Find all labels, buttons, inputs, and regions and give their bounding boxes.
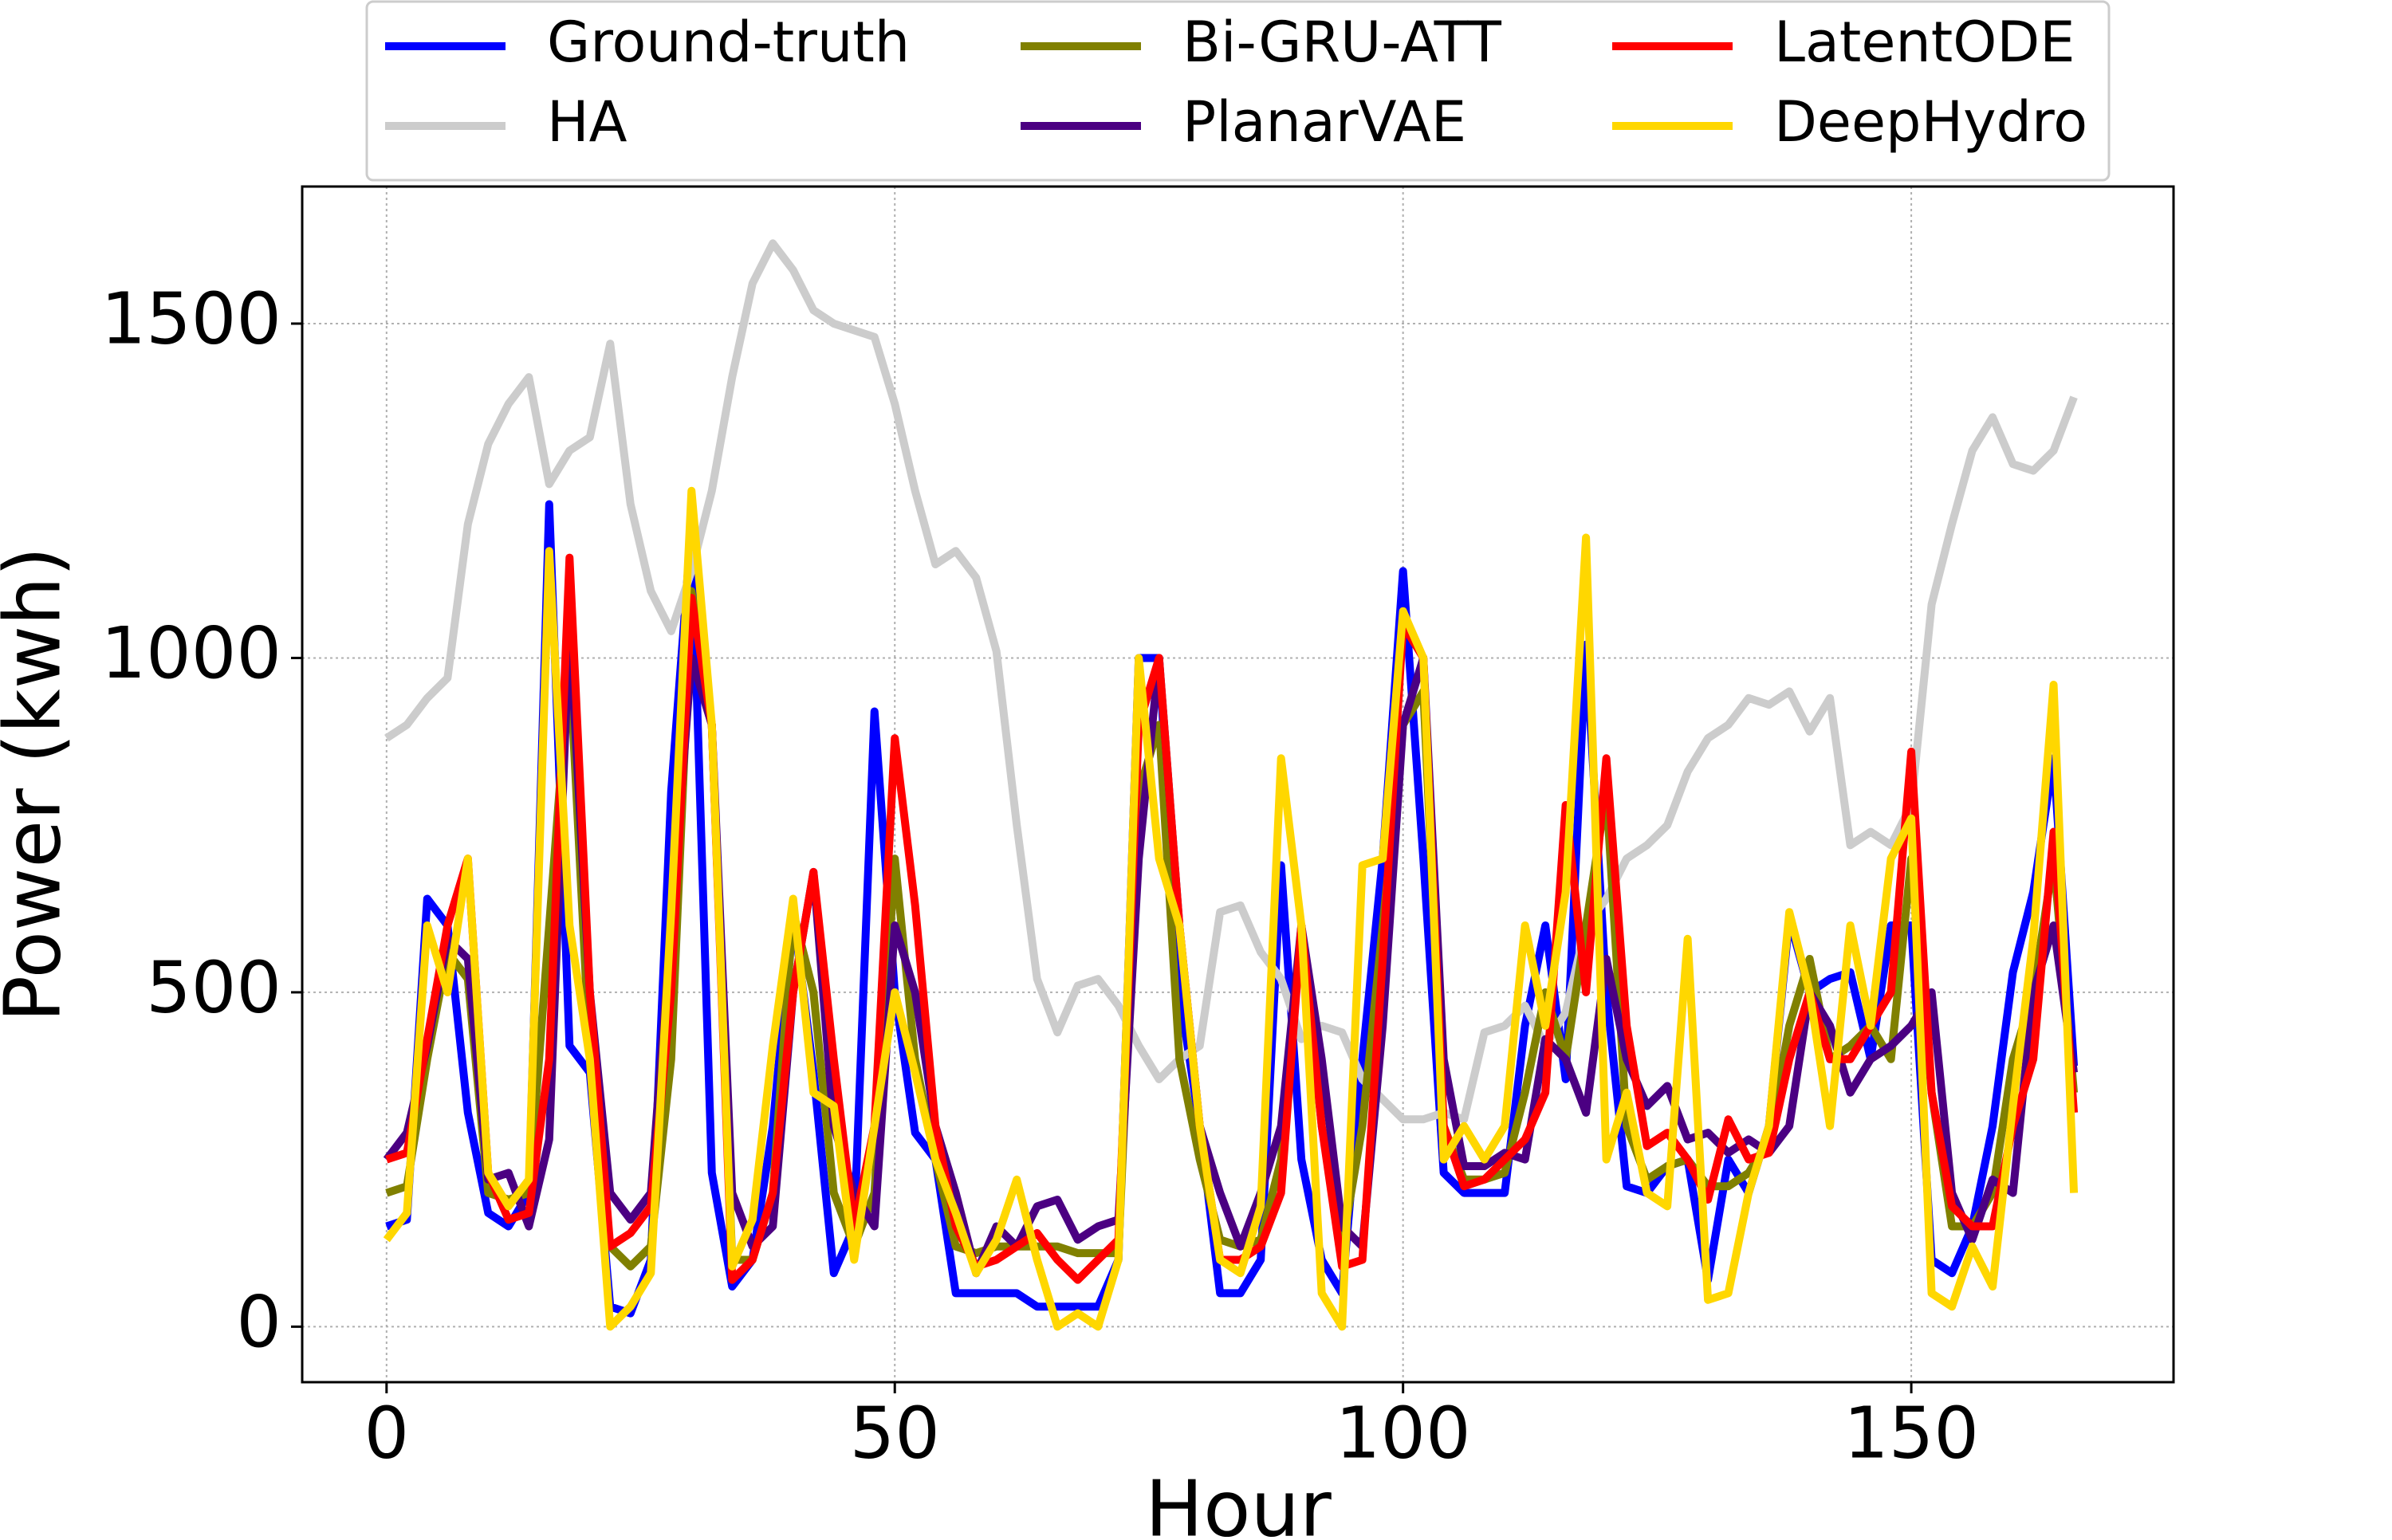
- x-tick-label: 0: [364, 1391, 410, 1474]
- series-line: [384, 239, 2078, 1124]
- legend-label: HA: [547, 89, 628, 155]
- legend-label: DeepHydro: [1774, 89, 2087, 155]
- series-line: [385, 553, 2079, 1284]
- plot-frame: [301, 185, 2175, 1384]
- y-tick-label: 1500: [101, 277, 282, 359]
- series-line: [383, 486, 2079, 1331]
- legend-label: PlanarVAE: [1182, 89, 1466, 155]
- y-tick-label: 1000: [101, 611, 282, 694]
- x-tick-label: 150: [1843, 1391, 1979, 1474]
- series-line: [383, 620, 2079, 1278]
- series-line: [385, 587, 2079, 1271]
- y-tick-label: 0: [236, 1280, 281, 1363]
- y-tick-label: 500: [146, 945, 281, 1028]
- legend-label: Bi-GRU-ATT: [1182, 10, 1501, 75]
- legend-label: Ground-truth: [547, 10, 910, 75]
- x-tick-label: 50: [850, 1391, 940, 1474]
- x-axis-label: Hour: [1145, 1463, 1332, 1540]
- x-tick-label: 100: [1336, 1391, 1471, 1474]
- y-axis-label: Power (kwh): [0, 547, 77, 1023]
- legend-label: LatentODE: [1774, 10, 2075, 75]
